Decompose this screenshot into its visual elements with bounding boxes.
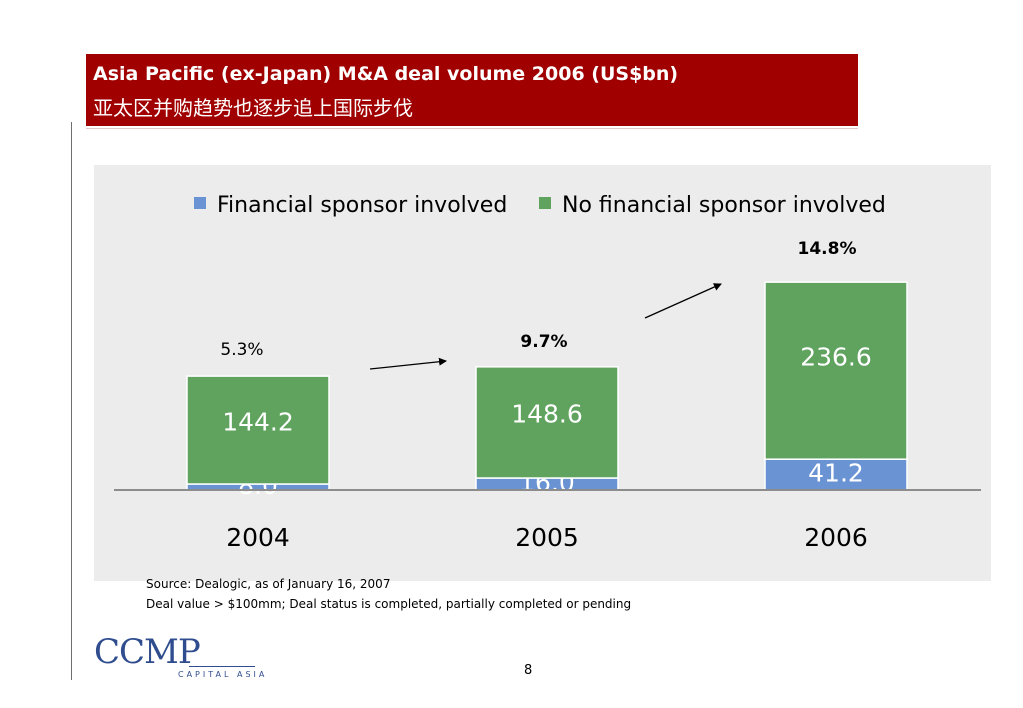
- legend-label-2: No financial sponsor involved: [562, 193, 886, 218]
- legend-swatch-2: [539, 197, 551, 209]
- chart-legend: Financial sponsor involved No financial s…: [194, 193, 886, 218]
- data-label-2006-series-1: 41.2: [808, 459, 864, 488]
- x-tick-label-2005: 2005: [515, 523, 579, 552]
- trend-arrows: [369, 283, 722, 370]
- bar-2006-series-2: [764, 281, 908, 460]
- title-chinese: 亚太区并购趋势也逐步追上国际步伐: [93, 96, 413, 120]
- logo-subtitle: CAPITAL ASIA: [178, 670, 268, 679]
- x-tick-label-2004: 2004: [226, 523, 290, 552]
- data-label-2006-series-2: 236.6: [800, 342, 872, 371]
- data-label-2005-series-2: 148.6: [511, 400, 583, 429]
- trend-arrow-1: [369, 357, 447, 370]
- share-annotation-2005: 9.7%: [520, 332, 567, 352]
- left-divider-line: [71, 122, 72, 680]
- ccmp-logo: CCMP CAPITAL ASIA: [94, 632, 264, 682]
- data-label-2004-series-2: 144.2: [222, 407, 294, 436]
- chart-panel: Financial sponsor involved No financial s…: [94, 165, 991, 581]
- bar-2005-series-2: [475, 366, 619, 479]
- title-underline: [86, 128, 858, 129]
- title-english: Asia Pacific (ex-Japan) M&A deal volume …: [93, 63, 679, 85]
- title-banner: Asia Pacific (ex-Japan) M&A deal volume …: [86, 54, 858, 126]
- bar-2004-series-2: [186, 375, 330, 485]
- logo-wordmark: CCMP: [94, 632, 201, 672]
- legend-swatch-1: [194, 197, 206, 209]
- x-tick-label-2006: 2006: [804, 523, 868, 552]
- deal-criteria-note: Deal value > $100mm; Deal status is comp…: [146, 597, 632, 611]
- source-note: Source: Dealogic, as of January 16, 2007: [146, 577, 391, 591]
- logo-rule: [189, 666, 255, 667]
- stacked-bar-chart: Financial sponsor involved No financial s…: [114, 193, 981, 552]
- share-annotation-2006: 14.8%: [798, 239, 857, 259]
- chart-annotations: 5.3% 9.7% 14.8%: [220, 239, 856, 360]
- trend-arrow-2: [644, 283, 722, 319]
- page-number: 8: [524, 663, 533, 678]
- x-axis-ticks: 2004 2005 2006: [226, 523, 868, 552]
- legend-label-1: Financial sponsor involved: [217, 193, 507, 218]
- share-annotation-2004: 5.3%: [220, 340, 263, 360]
